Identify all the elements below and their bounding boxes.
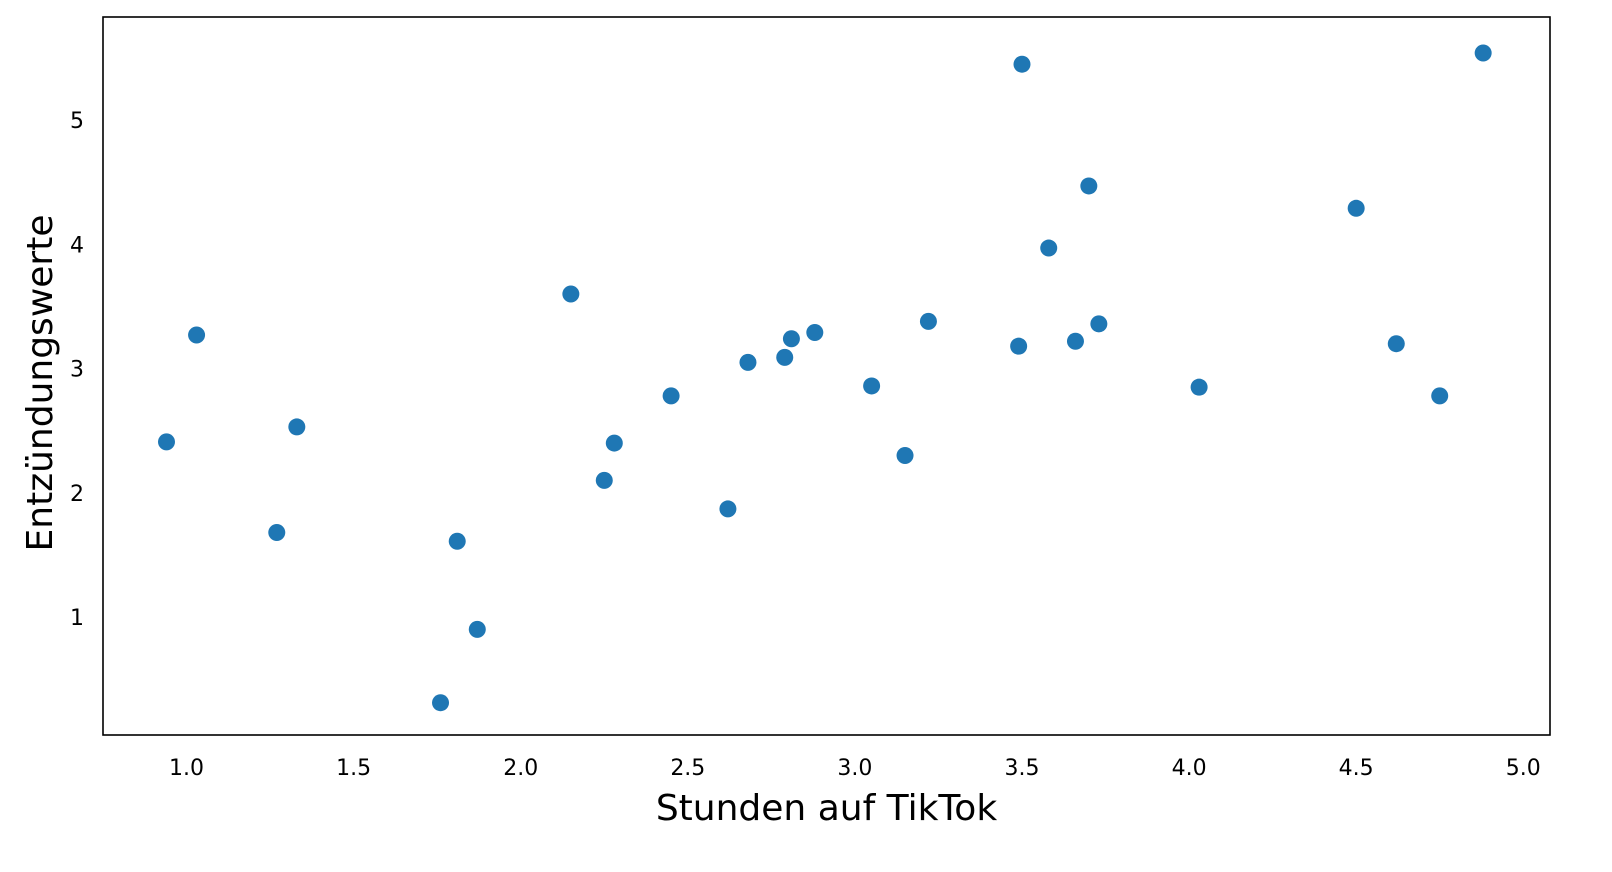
data-point: [1474, 44, 1492, 62]
data-point: [595, 471, 613, 489]
x-tick-label: 3.0: [837, 756, 872, 781]
data-point: [1080, 177, 1098, 195]
points-layer: [157, 44, 1492, 712]
y-axis: 1 2 3 4 5: [70, 109, 84, 631]
data-point: [896, 447, 914, 465]
x-axis: 1.0 1.5 2.0 2.5 3.0 3.5 4.0 4.5 5.0: [169, 756, 1541, 781]
data-point: [919, 312, 937, 330]
data-point: [288, 418, 306, 436]
x-tick-label: 1.0: [169, 756, 204, 781]
data-point: [188, 326, 206, 344]
x-tick-label: 1.5: [336, 756, 371, 781]
data-point: [739, 353, 757, 371]
y-tick-label: 3: [70, 358, 84, 383]
data-point: [782, 330, 800, 348]
data-point: [1190, 378, 1208, 396]
x-tick-label: 5.0: [1506, 756, 1541, 781]
data-point: [863, 377, 881, 395]
data-point: [562, 285, 580, 303]
data-point: [1013, 55, 1031, 73]
x-tick-label: 4.5: [1339, 756, 1374, 781]
x-axis-label: Stunden auf TikTok: [656, 788, 997, 829]
data-point: [1347, 199, 1365, 217]
data-point: [605, 434, 623, 452]
data-point: [806, 324, 824, 342]
data-point: [432, 694, 450, 712]
data-point: [1010, 337, 1028, 355]
data-point: [1040, 239, 1058, 257]
x-tick-label: 2.0: [503, 756, 538, 781]
data-point: [1090, 315, 1108, 333]
data-point: [1431, 387, 1449, 405]
y-tick-label: 1: [70, 606, 84, 631]
x-tick-label: 3.5: [1004, 756, 1039, 781]
x-tick-label: 2.5: [670, 756, 705, 781]
plot-area: [102, 16, 1551, 736]
y-tick-label: 4: [70, 233, 84, 258]
data-point: [157, 433, 175, 451]
data-point: [268, 524, 286, 542]
y-axis-label: Entzündungswerte: [20, 215, 61, 552]
x-tick-label: 4.0: [1172, 756, 1207, 781]
data-point: [662, 387, 680, 405]
y-tick-label: 2: [70, 482, 84, 507]
data-point: [1066, 332, 1084, 350]
data-point: [448, 532, 466, 550]
data-point: [468, 620, 486, 638]
y-tick-label: 5: [70, 109, 84, 134]
data-point: [719, 500, 737, 518]
data-point: [1387, 335, 1405, 353]
data-point: [776, 348, 794, 366]
